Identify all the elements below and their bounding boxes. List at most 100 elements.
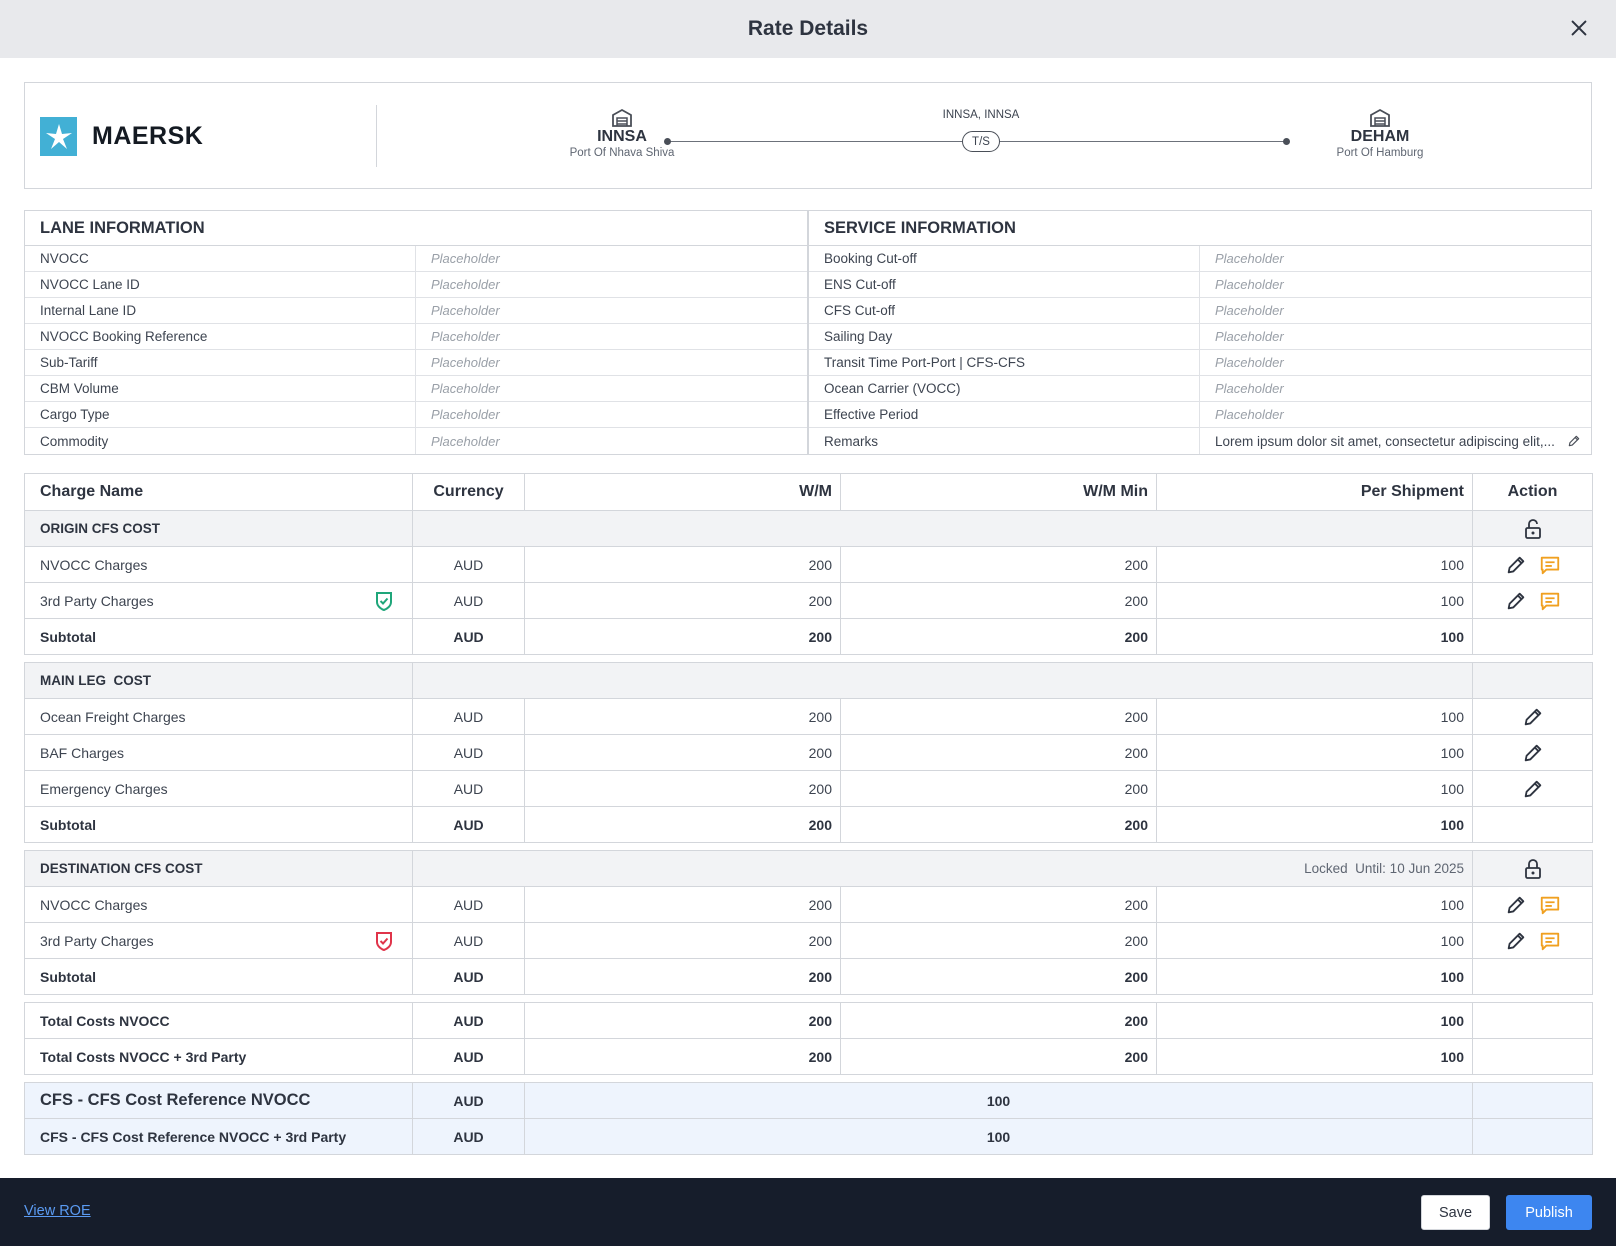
divider [376,105,377,167]
row-actions [1472,922,1593,959]
edit-icon[interactable] [1505,554,1527,576]
per-shipment: 100 [1156,958,1473,995]
charge-name: 3rd Party Charges [40,932,154,949]
reference-label: CFS - CFS Cost Reference NVOCC [24,1082,413,1119]
currency: AUD [412,886,525,923]
charges-table: Charge Name Currency W/M W/M Min Per Shi… [24,473,1593,1155]
edit-icon[interactable] [1505,894,1527,916]
currency: AUD [412,922,525,959]
info-label: NVOCC Lane ID [25,272,416,297]
unlock-icon[interactable] [1523,518,1543,540]
subtotal-label: Subtotal [24,618,413,655]
currency: AUD [412,1118,525,1155]
table-header-row: Charge Name Currency W/M W/M Min Per Shi… [24,473,1593,511]
wm: 200 [524,958,841,995]
per-shipment: 100 [1156,582,1473,619]
per-shipment: 100 [1156,1038,1473,1075]
section-row-main-leg: MAIN LEG COST [24,662,1593,699]
currency: AUD [412,618,525,655]
subtotal-row: Subtotal AUD 200 200 100 [24,618,1593,655]
table-row: Emergency Charges AUD 200 200 100 [24,770,1593,807]
charge-name-cell: 3rd Party Charges [24,922,413,959]
wm: 200 [524,770,841,807]
info-label: Sub-Tariff [25,350,416,375]
currency: AUD [412,698,525,735]
edit-remarks-icon[interactable] [1567,434,1581,448]
comment-icon[interactable] [1539,894,1561,916]
modal-header: Rate Details [0,0,1616,58]
section-row-origin: ORIGIN CFS COST [24,510,1593,547]
info-row: Internal Lane ID Placeholder [25,298,807,324]
info-label: Internal Lane ID [25,298,416,323]
wm: 200 [524,582,841,619]
reference-row: CFS - CFS Cost Reference NVOCC + 3rd Par… [24,1118,1593,1155]
wm: 200 [524,1002,841,1039]
table-row: 3rd Party Charges AUD 200 200 100 [24,922,1593,959]
per-shipment: 100 [1156,806,1473,843]
wm-min: 200 [840,806,1157,843]
save-button[interactable]: Save [1421,1195,1490,1230]
edit-icon[interactable] [1522,706,1544,728]
info-row: NVOCC Placeholder [25,246,807,272]
row-actions [1472,1002,1593,1039]
edit-icon[interactable] [1522,742,1544,764]
publish-button[interactable]: Publish [1506,1195,1592,1230]
subtotal-label: Subtotal [24,958,413,995]
lock-icon[interactable] [1523,858,1543,880]
subtotal-label: Subtotal [24,806,413,843]
edit-icon[interactable] [1505,930,1527,952]
edit-icon[interactable] [1522,778,1544,800]
wm-min: 200 [840,958,1157,995]
lane-information-panel: LANE INFORMATION NVOCC Placeholder NVOCC … [24,210,808,455]
info-value: Placeholder [431,407,500,422]
info-value: Placeholder [1215,251,1284,266]
destination-name: Port Of Hamburg [1336,147,1424,159]
wm: 200 [524,922,841,959]
charge-name: NVOCC Charges [24,546,413,583]
wm: 200 [524,618,841,655]
maersk-star-icon [40,117,77,156]
section-action [1472,662,1593,699]
info-row: CFS Cut-off Placeholder [809,298,1591,324]
close-icon[interactable] [1568,17,1590,39]
info-label: Sailing Day [809,324,1200,349]
section-spacer [412,510,1473,547]
reference-value: 100 [524,1118,1473,1155]
edit-icon[interactable] [1505,590,1527,612]
section-spacer [412,662,1473,699]
info-label: Commodity [25,428,416,454]
info-label: ENS Cut-off [809,272,1200,297]
currency: AUD [412,1038,525,1075]
wm: 200 [524,806,841,843]
total-label: Total Costs NVOCC + 3rd Party [24,1038,413,1075]
info-value: Placeholder [1215,329,1284,344]
table-row: 3rd Party Charges AUD 200 200 100 [24,582,1593,619]
comment-icon[interactable] [1539,554,1561,576]
col-wm-min: W/M Min [840,473,1157,511]
row-actions [1472,886,1593,923]
currency: AUD [412,582,525,619]
info-label: Remarks [809,428,1200,454]
wm: 200 [524,698,841,735]
route-start-dot [664,138,671,145]
comment-icon[interactable] [1539,590,1561,612]
row-actions [1472,734,1593,771]
origin-name: Port Of Nhava Shiva [569,147,675,159]
wm: 200 [524,546,841,583]
info-value: Placeholder [431,277,500,292]
comment-icon[interactable] [1539,930,1561,952]
info-value: Placeholder [1215,303,1284,318]
lane-information-title: LANE INFORMATION [25,211,807,246]
charge-name: BAF Charges [24,734,413,771]
info-row: Cargo Type Placeholder [25,402,807,428]
row-actions [1472,582,1593,619]
currency: AUD [412,958,525,995]
per-shipment: 100 [1156,698,1473,735]
view-roe-link[interactable]: View ROE [24,1203,91,1219]
row-actions [1472,618,1593,655]
modal-footer: View ROE Save Publish [0,1178,1616,1246]
per-shipment: 100 [1156,1002,1473,1039]
modal-title: Rate Details [747,17,869,40]
reference-row: CFS - CFS Cost Reference NVOCC AUD 100 [24,1082,1593,1119]
info-row: Ocean Carrier (VOCC) Placeholder [809,376,1591,402]
